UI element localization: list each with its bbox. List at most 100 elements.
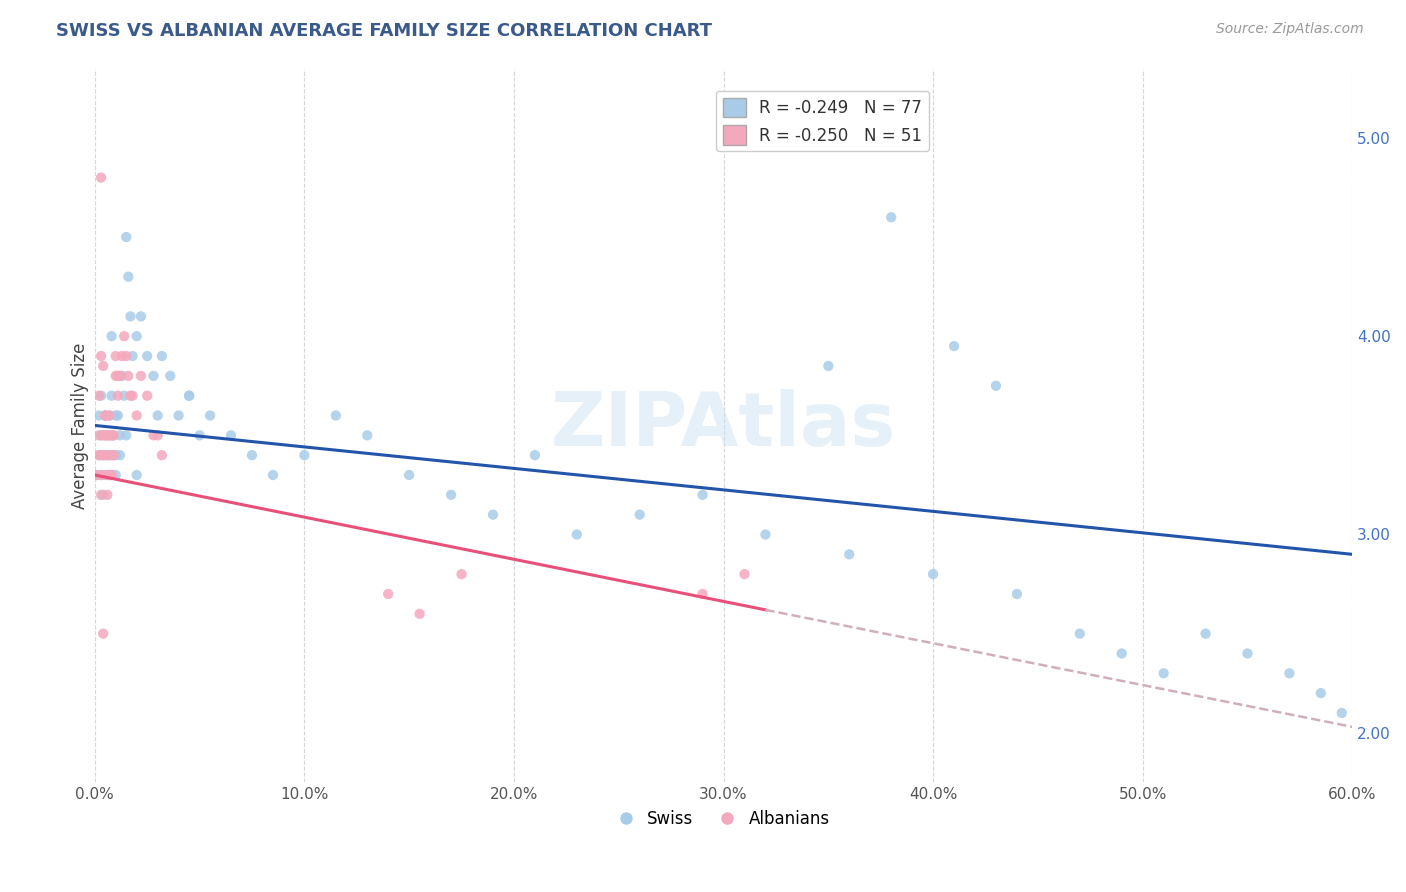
Point xyxy=(108,428,131,442)
Point xyxy=(565,527,588,541)
Point xyxy=(1330,706,1353,720)
Point xyxy=(440,488,463,502)
Point xyxy=(142,428,165,442)
Point xyxy=(104,349,127,363)
Point xyxy=(142,368,165,383)
Point xyxy=(880,211,903,225)
Point xyxy=(198,409,221,423)
Point xyxy=(91,626,114,640)
Point xyxy=(98,428,121,442)
Point xyxy=(112,329,135,343)
Point xyxy=(408,607,430,621)
Point xyxy=(104,368,127,383)
Point xyxy=(325,409,347,423)
Point xyxy=(692,587,714,601)
Point xyxy=(91,488,114,502)
Point xyxy=(150,448,173,462)
Point xyxy=(146,409,169,423)
Point xyxy=(103,448,125,462)
Point xyxy=(86,468,108,483)
Point xyxy=(115,349,138,363)
Text: SWISS VS ALBANIAN AVERAGE FAMILY SIZE CORRELATION CHART: SWISS VS ALBANIAN AVERAGE FAMILY SIZE CO… xyxy=(56,22,713,40)
Point xyxy=(159,368,181,383)
Point xyxy=(87,448,110,462)
Point xyxy=(100,448,122,462)
Point xyxy=(628,508,651,522)
Point xyxy=(90,428,112,442)
Point xyxy=(94,448,117,462)
Point xyxy=(1194,626,1216,640)
Point xyxy=(104,468,127,483)
Point xyxy=(125,329,148,343)
Point xyxy=(104,448,127,462)
Point xyxy=(100,468,122,483)
Point xyxy=(111,349,134,363)
Point xyxy=(96,428,118,442)
Point xyxy=(262,468,284,483)
Point xyxy=(100,428,122,442)
Point xyxy=(94,428,117,442)
Point xyxy=(838,547,860,561)
Point xyxy=(94,409,117,423)
Point xyxy=(129,310,152,324)
Point xyxy=(1005,587,1028,601)
Point xyxy=(94,409,117,423)
Point xyxy=(219,428,242,442)
Point xyxy=(87,428,110,442)
Point xyxy=(121,349,143,363)
Point xyxy=(398,468,420,483)
Point xyxy=(98,468,121,483)
Point xyxy=(94,468,117,483)
Point xyxy=(98,468,121,483)
Point xyxy=(87,389,110,403)
Point xyxy=(1236,647,1258,661)
Point xyxy=(240,448,263,462)
Point xyxy=(107,389,129,403)
Point xyxy=(103,428,125,442)
Point xyxy=(754,527,776,541)
Point xyxy=(91,359,114,373)
Point xyxy=(136,389,159,403)
Point xyxy=(377,587,399,601)
Point xyxy=(125,468,148,483)
Point xyxy=(177,389,200,403)
Point xyxy=(96,488,118,502)
Point xyxy=(129,368,152,383)
Point xyxy=(108,368,131,383)
Point xyxy=(90,488,112,502)
Point xyxy=(100,468,122,483)
Point xyxy=(107,409,129,423)
Point xyxy=(167,409,190,423)
Point xyxy=(177,389,200,403)
Point xyxy=(100,389,122,403)
Point xyxy=(943,339,966,353)
Point xyxy=(98,409,121,423)
Point xyxy=(117,269,139,284)
Point xyxy=(91,448,114,462)
Text: Source: ZipAtlas.com: Source: ZipAtlas.com xyxy=(1216,22,1364,37)
Point xyxy=(188,428,211,442)
Point xyxy=(692,488,714,502)
Point xyxy=(107,368,129,383)
Point xyxy=(108,448,131,462)
Point xyxy=(1278,666,1301,681)
Point xyxy=(1153,666,1175,681)
Point xyxy=(91,448,114,462)
Point xyxy=(115,230,138,244)
Point xyxy=(96,448,118,462)
Point xyxy=(96,448,118,462)
Point xyxy=(817,359,839,373)
Legend: Swiss, Albanians: Swiss, Albanians xyxy=(610,804,837,835)
Point xyxy=(984,378,1007,392)
Point xyxy=(146,428,169,442)
Point xyxy=(121,389,143,403)
Point xyxy=(1111,647,1133,661)
Point xyxy=(1069,626,1091,640)
Point xyxy=(292,448,315,462)
Point xyxy=(87,448,110,462)
Text: ZIPAtlas: ZIPAtlas xyxy=(551,389,896,462)
Point xyxy=(91,428,114,442)
Point xyxy=(98,448,121,462)
Point xyxy=(115,428,138,442)
Point xyxy=(120,310,142,324)
